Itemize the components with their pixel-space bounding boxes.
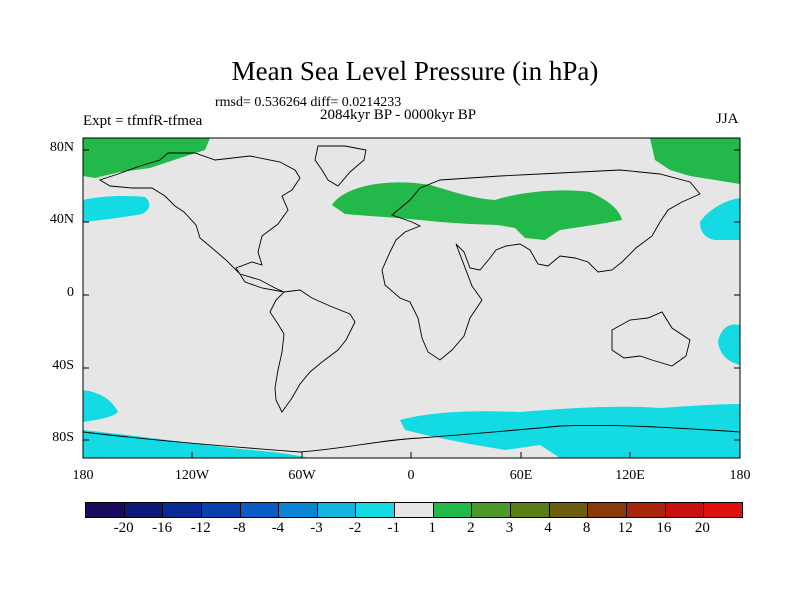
- colorbar-label: 2: [467, 520, 475, 536]
- colorbar-label: -12: [190, 520, 211, 536]
- colorbar-swatch: [704, 503, 742, 517]
- colorbar-label: 1: [428, 520, 437, 536]
- lon-label-120e: 120E: [615, 468, 645, 483]
- negative-region-south-pacific: [718, 324, 740, 365]
- colorbar-swatch: [665, 503, 705, 517]
- colorbar-label: -20: [113, 520, 134, 536]
- lon-label-120w: 120W: [174, 468, 210, 483]
- colorbar-swatch: [201, 503, 241, 517]
- colorbar-swatch: [626, 503, 666, 517]
- colorbar-swatch: [86, 503, 125, 517]
- coastlines: [82, 145, 741, 453]
- colorbar-label: -16: [152, 520, 173, 536]
- colorbar-label: 20: [694, 520, 710, 536]
- positive-region-arctic-west: [83, 138, 210, 178]
- colorbar-swatch: [472, 503, 512, 517]
- colorbar-swatch: [356, 503, 396, 517]
- coast-south-america: [269, 289, 356, 413]
- colorbar-label: -4: [271, 520, 285, 536]
- lat-label-40s: 40S: [52, 358, 74, 373]
- positive-region-eurasia: [332, 182, 622, 240]
- lat-label-80s: 80S: [52, 430, 74, 445]
- colorbar-label: -3: [310, 520, 323, 536]
- colorbar: [85, 502, 743, 518]
- colorbar-swatch: [240, 503, 280, 517]
- colorbar-label: -8: [233, 520, 246, 536]
- colorbar-label: 12: [617, 520, 633, 536]
- lat-label-80n: 80N: [49, 140, 74, 155]
- stats-label: rmsd= 0.536264 diff= 0.0214233: [215, 95, 402, 110]
- colorbar-swatch: [317, 503, 357, 517]
- negative-region-north-pacific-west: [83, 196, 150, 222]
- colorbar-swatch: [163, 503, 202, 517]
- lon-label-60w: 60W: [288, 468, 316, 483]
- positive-region-arctic-east: [650, 138, 740, 184]
- negative-region-southern-ocean-east: [400, 404, 740, 458]
- colorbar-label: -2: [348, 520, 362, 536]
- lon-label-180e: 180: [729, 468, 751, 483]
- colorbar-swatch: [395, 503, 434, 517]
- lat-label-0: 0: [67, 285, 74, 300]
- colorbar-swatch: [124, 503, 164, 517]
- colorbar-swatch: [588, 503, 627, 517]
- lon-label-0: 0: [407, 468, 415, 483]
- lon-label-60e: 60E: [509, 468, 533, 483]
- lon-label-180w: 180: [72, 468, 94, 483]
- colorbar-label: 3: [505, 520, 514, 536]
- colorbar-label: -1: [387, 520, 400, 536]
- lat-label-40n: 40N: [49, 212, 74, 227]
- negative-region-southern-ocean-west: [83, 390, 118, 422]
- ticks: [83, 149, 740, 458]
- coast-africa-eurasia: [381, 169, 701, 361]
- colorbar-swatch: [279, 503, 318, 517]
- season-label: JJA: [716, 111, 739, 127]
- negative-region-north-pacific-east: [700, 198, 740, 240]
- period-label: 2084kyr BP - 0000kyr BP: [320, 107, 477, 123]
- colorbar-swatch: [511, 503, 550, 517]
- map-title: Mean Sea Level Pressure (in hPa): [231, 56, 599, 86]
- coast-antarctica: [82, 425, 741, 453]
- colorbar-label: 16: [656, 520, 672, 536]
- experiment-label: Expt = tfmfR-tfmea: [83, 113, 203, 129]
- coast-greenland: [314, 145, 367, 187]
- coast-australia: [611, 311, 691, 367]
- colorbar-label: 4: [544, 520, 552, 536]
- colorbar-swatch: [549, 503, 589, 517]
- colorbar-swatch: [433, 503, 473, 517]
- colorbar-label: 8: [582, 520, 591, 536]
